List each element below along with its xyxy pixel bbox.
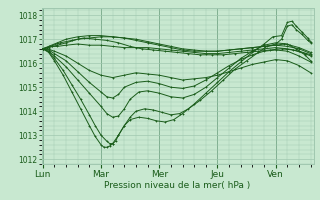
X-axis label: Pression niveau de la mer( hPa ): Pression niveau de la mer( hPa ) bbox=[104, 181, 251, 190]
